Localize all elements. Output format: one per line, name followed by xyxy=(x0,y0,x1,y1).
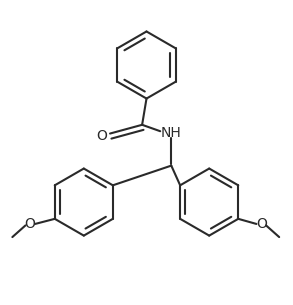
Text: NH: NH xyxy=(161,126,182,140)
Text: O: O xyxy=(96,129,107,143)
Text: O: O xyxy=(24,217,35,231)
Text: O: O xyxy=(256,217,267,231)
